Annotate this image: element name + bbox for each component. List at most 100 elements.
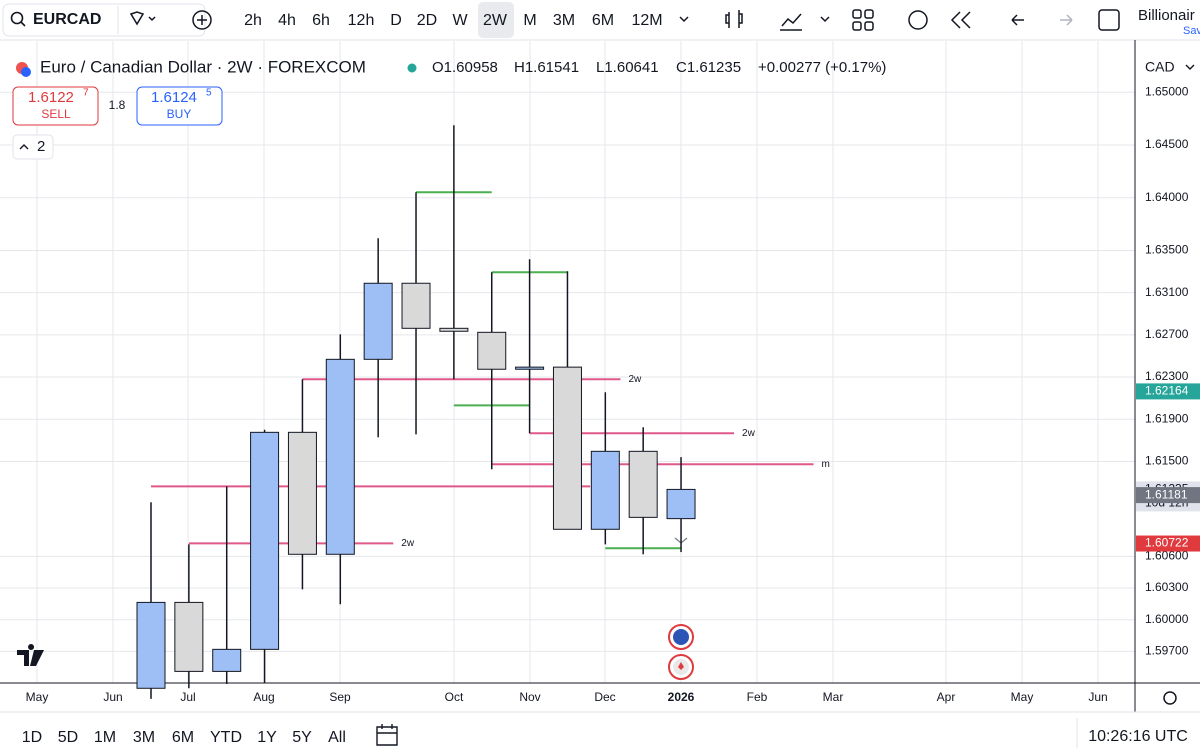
ca-leaf xyxy=(678,662,684,670)
x-tick-label: May xyxy=(1011,690,1034,704)
y-tick-label: 1.59700 xyxy=(1145,644,1189,658)
range-button[interactable]: 3M xyxy=(133,729,155,746)
timeframe[interactable]: 12M xyxy=(631,12,662,29)
chart-title: Euro / Canadian Dollar · 2W · FOREXCOM xyxy=(40,57,366,76)
timeframe[interactable]: 6M xyxy=(592,12,614,29)
level-label: m xyxy=(822,459,830,470)
buy-button[interactable] xyxy=(136,86,223,126)
ohlc-high: H1.61541 xyxy=(514,59,579,76)
candles-icon[interactable] xyxy=(725,10,743,28)
level-label: 2w xyxy=(742,428,756,439)
candle-body xyxy=(552,366,582,530)
dropdown[interactable] xyxy=(1185,64,1195,70)
candle-body xyxy=(250,431,280,650)
y-tick-label: 1.60000 xyxy=(1145,612,1189,626)
range-button[interactable]: YTD xyxy=(210,729,242,746)
timeframe[interactable]: 2h xyxy=(244,12,262,29)
y-tick-label: 1.62300 xyxy=(1145,369,1189,383)
y-tick-label: 1.63100 xyxy=(1145,285,1189,299)
sell-button[interactable] xyxy=(12,86,99,126)
y-tick-label: 1.61900 xyxy=(1145,411,1189,425)
x-tick-label: Jul xyxy=(180,690,195,704)
dropdown[interactable] xyxy=(820,16,830,23)
redo-icon[interactable] xyxy=(1060,14,1073,26)
candle-body xyxy=(515,366,545,370)
replay-icon[interactable] xyxy=(950,11,971,29)
indicators-count[interactable]: 2 xyxy=(37,138,45,155)
x-tick-label: Mar xyxy=(823,690,844,704)
candle-body xyxy=(325,358,355,555)
sell-price-sup[interactable]: 7 xyxy=(83,88,89,99)
candle-body xyxy=(666,488,696,520)
timeframe[interactable]: 3M xyxy=(553,12,575,29)
account-name[interactable]: Billionair xyxy=(1138,7,1195,24)
y-tick-label: 1.64000 xyxy=(1145,190,1189,204)
settings-icon[interactable] xyxy=(1163,691,1177,705)
buy-price[interactable]: 1.6124 xyxy=(151,89,197,106)
range-button[interactable]: All xyxy=(328,729,346,746)
checkbox[interactable] xyxy=(1098,9,1120,31)
indicators-toggle[interactable] xyxy=(12,134,54,160)
price-tag xyxy=(1136,487,1200,504)
clock[interactable]: 10:26:16 UTC xyxy=(1088,728,1188,745)
x-tick-label: Sep xyxy=(329,690,351,704)
spread: 1.8 xyxy=(109,98,126,112)
ohlc-open: O1.60958 xyxy=(432,59,498,76)
ohlc-low: L1.60641 xyxy=(596,59,659,76)
buy-label[interactable]: BUY xyxy=(167,107,192,121)
candle-body xyxy=(401,282,431,329)
goto-date-icon[interactable] xyxy=(376,724,398,746)
change: +0.00277 (+0.17%) xyxy=(758,59,886,76)
add-button xyxy=(197,15,207,25)
range-button[interactable]: 6M xyxy=(172,729,194,746)
timeframe[interactable]: M xyxy=(523,12,536,29)
buy-price-sup[interactable]: 5 xyxy=(206,88,212,99)
indicators-icon[interactable] xyxy=(780,13,802,31)
x-tick-label: Oct xyxy=(445,690,464,704)
eu-flag xyxy=(673,629,689,645)
timeframe[interactable]: 2W xyxy=(483,12,508,29)
candle-body xyxy=(174,601,204,672)
range-button[interactable]: 5Y xyxy=(292,729,312,746)
currency-label[interactable]: CAD xyxy=(1145,59,1175,75)
x-tick-label: May xyxy=(26,690,49,704)
undo-icon[interactable] xyxy=(1011,14,1024,26)
timeframe[interactable]: 6h xyxy=(312,12,330,29)
level-label: 2w xyxy=(401,538,415,549)
range-button[interactable]: 1D xyxy=(22,729,42,746)
x-tick-label: Dec xyxy=(594,690,615,704)
price-tag-label: 1.61181 xyxy=(1145,487,1188,501)
candle-body xyxy=(477,331,507,370)
range-button[interactable]: 5D xyxy=(58,729,78,746)
timeframe[interactable]: 2D xyxy=(417,12,437,29)
add-button[interactable] xyxy=(192,10,212,30)
dropdown[interactable] xyxy=(148,16,156,22)
timeframe[interactable]: 12h xyxy=(348,12,375,29)
timeframe[interactable]: 4h xyxy=(278,12,296,29)
active-timeframe-bg xyxy=(478,2,514,38)
y-tick-label: 1.60300 xyxy=(1145,580,1189,594)
timeframe[interactable]: D xyxy=(390,12,402,29)
x-tick-label: Feb xyxy=(747,690,768,704)
sell-price[interactable]: 1.6122 xyxy=(28,89,74,106)
candle-body xyxy=(363,282,393,360)
x-tick-label: 2026 xyxy=(668,690,695,704)
x-tick-label: Nov xyxy=(519,690,540,704)
alert-icon[interactable] xyxy=(908,10,928,30)
timeframe[interactable]: W xyxy=(452,12,468,29)
compare-icon[interactable] xyxy=(129,11,145,26)
level-label: 2w xyxy=(628,374,642,385)
collapse-icon[interactable] xyxy=(19,144,29,150)
save-label[interactable]: Sav xyxy=(1183,25,1200,37)
range-button[interactable]: 1M xyxy=(94,729,116,746)
search-icon xyxy=(20,21,26,27)
dropdown[interactable] xyxy=(679,16,689,23)
symbol[interactable]: EURCAD xyxy=(33,11,101,28)
candle-body xyxy=(439,327,469,332)
layout-icon[interactable] xyxy=(852,9,874,31)
y-tick-label: 1.64500 xyxy=(1145,137,1189,151)
sell-label[interactable]: SELL xyxy=(41,107,71,121)
y-tick-label: 1.63500 xyxy=(1145,243,1189,257)
range-button[interactable]: 1Y xyxy=(257,729,277,746)
